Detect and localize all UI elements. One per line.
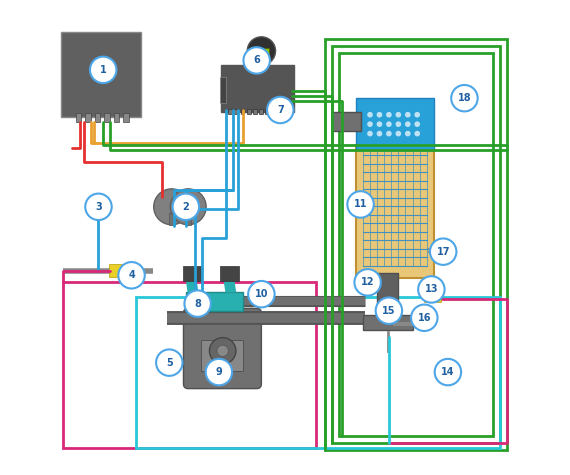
Circle shape (173, 194, 199, 220)
Text: 15: 15 (382, 306, 396, 316)
Text: 8: 8 (194, 299, 201, 309)
FancyBboxPatch shape (332, 113, 361, 131)
FancyBboxPatch shape (123, 114, 129, 122)
Text: 12: 12 (361, 277, 374, 287)
Circle shape (90, 57, 116, 83)
Circle shape (217, 345, 229, 357)
FancyBboxPatch shape (221, 77, 226, 103)
FancyBboxPatch shape (221, 65, 295, 113)
FancyBboxPatch shape (91, 197, 104, 216)
Circle shape (396, 131, 401, 136)
Circle shape (376, 297, 402, 324)
FancyBboxPatch shape (201, 341, 243, 370)
FancyBboxPatch shape (95, 114, 100, 122)
Circle shape (156, 350, 182, 376)
FancyBboxPatch shape (186, 292, 242, 311)
Circle shape (396, 112, 401, 117)
Circle shape (367, 121, 373, 127)
Circle shape (405, 112, 410, 117)
FancyBboxPatch shape (109, 264, 130, 277)
FancyBboxPatch shape (253, 109, 256, 114)
FancyBboxPatch shape (96, 214, 99, 220)
Circle shape (414, 131, 420, 136)
Circle shape (418, 276, 445, 303)
FancyBboxPatch shape (86, 114, 91, 122)
Circle shape (367, 112, 373, 117)
FancyBboxPatch shape (60, 32, 141, 117)
Text: 5: 5 (166, 358, 173, 368)
Circle shape (451, 85, 478, 112)
Circle shape (396, 121, 401, 127)
FancyBboxPatch shape (241, 109, 245, 114)
Circle shape (430, 238, 457, 265)
Text: 1: 1 (100, 65, 107, 75)
Polygon shape (186, 276, 198, 292)
Circle shape (248, 281, 275, 307)
Circle shape (405, 131, 410, 136)
Polygon shape (223, 276, 235, 292)
FancyBboxPatch shape (185, 213, 191, 225)
FancyBboxPatch shape (234, 109, 238, 114)
Text: 16: 16 (418, 313, 431, 323)
Circle shape (185, 290, 211, 317)
Circle shape (206, 359, 232, 385)
Text: 11: 11 (354, 200, 367, 209)
FancyBboxPatch shape (254, 48, 269, 57)
Circle shape (119, 262, 145, 288)
FancyBboxPatch shape (76, 114, 82, 122)
FancyBboxPatch shape (221, 266, 239, 281)
Circle shape (247, 37, 275, 65)
Circle shape (267, 97, 294, 123)
Text: 4: 4 (128, 270, 135, 280)
Circle shape (154, 189, 190, 225)
FancyBboxPatch shape (113, 114, 119, 122)
Circle shape (435, 359, 461, 385)
Circle shape (386, 121, 392, 127)
Text: 3: 3 (95, 202, 102, 212)
Circle shape (411, 304, 438, 331)
Circle shape (377, 112, 382, 117)
Text: 18: 18 (458, 93, 471, 103)
Circle shape (414, 112, 420, 117)
Circle shape (86, 194, 112, 220)
Circle shape (347, 191, 374, 218)
FancyBboxPatch shape (424, 293, 441, 302)
Circle shape (377, 131, 382, 136)
FancyBboxPatch shape (247, 109, 251, 114)
Circle shape (386, 131, 392, 136)
Circle shape (377, 121, 382, 127)
FancyBboxPatch shape (265, 109, 269, 114)
Circle shape (414, 121, 420, 127)
FancyBboxPatch shape (169, 213, 174, 225)
FancyBboxPatch shape (259, 109, 263, 114)
FancyBboxPatch shape (377, 273, 398, 318)
FancyBboxPatch shape (182, 266, 201, 281)
Circle shape (209, 338, 236, 364)
Text: 10: 10 (255, 289, 268, 299)
Text: 2: 2 (182, 202, 189, 212)
Circle shape (355, 269, 381, 295)
Circle shape (367, 131, 373, 136)
FancyBboxPatch shape (356, 145, 434, 278)
Circle shape (170, 189, 206, 225)
Text: 17: 17 (437, 247, 450, 256)
FancyBboxPatch shape (363, 315, 413, 330)
FancyBboxPatch shape (184, 308, 262, 389)
Text: 14: 14 (441, 367, 455, 377)
Text: 9: 9 (215, 367, 222, 377)
Circle shape (405, 121, 410, 127)
Text: 7: 7 (277, 105, 284, 115)
Text: 6: 6 (253, 56, 260, 66)
Circle shape (243, 47, 270, 74)
Text: 13: 13 (425, 285, 438, 294)
FancyBboxPatch shape (104, 114, 110, 122)
FancyBboxPatch shape (356, 98, 434, 150)
FancyBboxPatch shape (229, 109, 232, 114)
Circle shape (386, 112, 392, 117)
